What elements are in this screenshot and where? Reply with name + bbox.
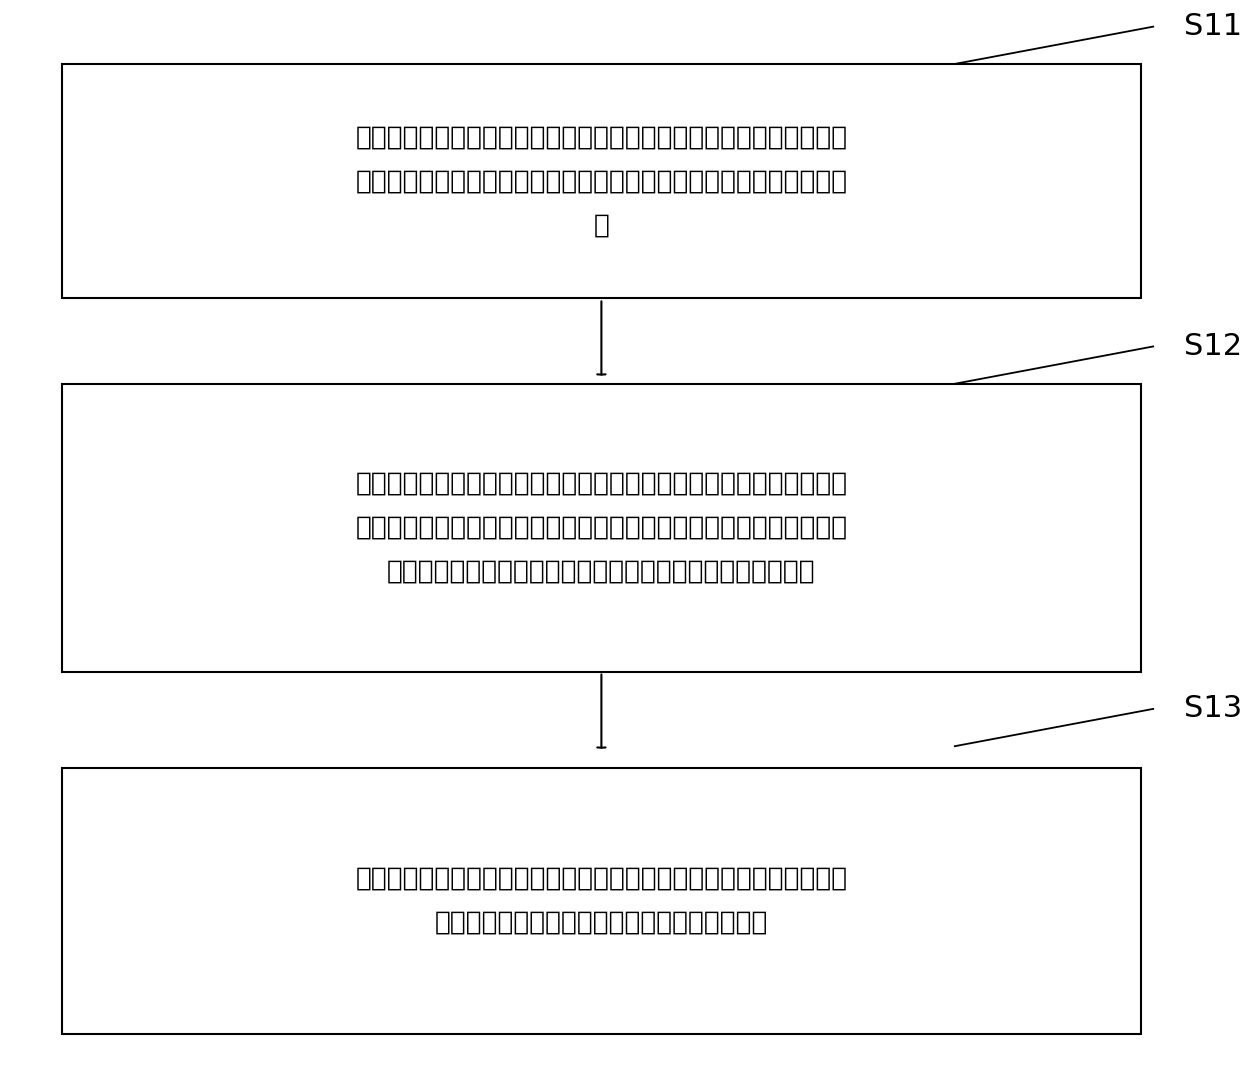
Text: S11: S11 <box>1184 12 1240 42</box>
Bar <box>62 768 1141 1034</box>
Text: S12: S12 <box>1184 332 1240 361</box>
Text: 将所述第二用例作为测试用例进行调整训练后的所述基础识别网络模型
的测试，以最终得到所述预设深度学习网络模型: 将所述第二用例作为测试用例进行调整训练后的所述基础识别网络模型 的测试，以最终得… <box>356 866 847 936</box>
Text: 将所述第一用例作为训练用例进行所述预设深度学习网络模型对应基础
识别网络模型的调整训练，以调整训练所述基础识别网络模型中针对所
述视觉测距图像的测距函数中的标定: 将所述第一用例作为训练用例进行所述预设深度学习网络模型对应基础 识别网络模型的调… <box>356 471 847 584</box>
Bar <box>62 384 1141 672</box>
Text: S13: S13 <box>1184 694 1240 724</box>
Text: 获取预设的视觉测距图像的图像用例，挑选预设比例的所述图像用例设
为第一用例，将所述图像用例中所述第一用例外的其他用例设为第二用
例: 获取预设的视觉测距图像的图像用例，挑选预设比例的所述图像用例设 为第一用例，将所… <box>356 125 847 238</box>
Bar <box>62 64 1141 298</box>
